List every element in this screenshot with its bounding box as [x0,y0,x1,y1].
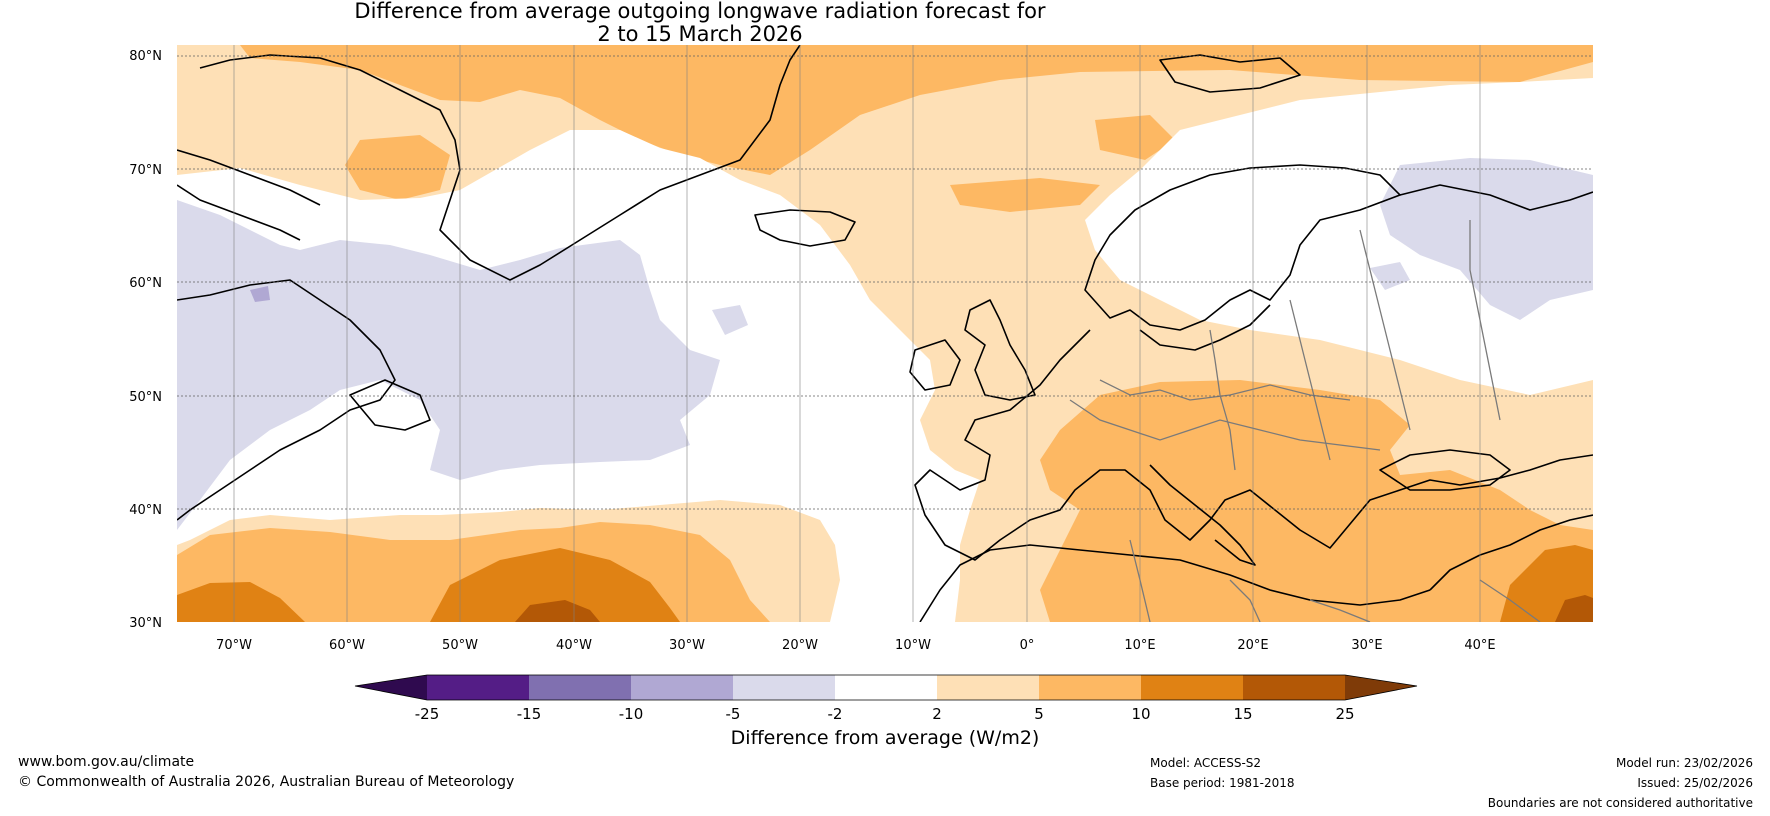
model-run-text: Model run: 23/02/2026 [1615,756,1753,770]
lon-label: 40°W [556,638,592,653]
colorbar-bin [1039,675,1141,700]
latitude-labels: 80°N 70°N 60°N 50°N 40°N 30°N [129,49,162,631]
map-title-line2: 2 to 15 March 2026 [597,22,803,46]
colorbar-tick: 25 [1335,705,1354,723]
anomaly-region-negative [1370,262,1410,290]
model-text: Model: ACCESS-S2 [1150,756,1262,770]
colorbar-tick: 10 [1131,705,1150,723]
coastline-labrador [177,279,396,521]
lon-label: 0° [1020,638,1035,653]
website-link[interactable]: www.bom.gov.au/climate [18,754,195,770]
lon-label: 20°W [782,638,818,653]
map-title-line1: Difference from average outgoing longwav… [354,0,1046,23]
coastline-greenland [199,45,801,281]
colorbar-tick: -5 [726,705,741,723]
coastline-svalbard [1159,54,1301,93]
lon-label: 30°E [1351,638,1382,653]
anomaly-region-negative [177,200,720,530]
anomaly-region-strong-positive [430,548,680,622]
coastline-north-russia [1399,184,1593,211]
coastline-black-sea [1379,449,1511,491]
colorbar-bin [937,675,1039,700]
issued-text: Issued: 25/02/2026 [1637,776,1753,790]
coastline-scandinavia [1084,164,1401,331]
colorbar-bin [631,675,733,700]
coastline-east-med [1429,514,1593,591]
anomaly-region-positive [345,135,450,200]
map-frame [177,45,1593,622]
colorbar: -25 -15 -10 -5 -2 2 5 10 15 25 [354,674,1418,723]
colorbar-bin [427,675,529,700]
longitude-labels: 70°W 60°W 50°W 40°W 30°W 20°W 10°W 0° 10… [216,638,1496,653]
coastline-italy [1149,464,1256,566]
colorbar-bin [733,675,835,700]
lon-label: 10°W [895,638,931,653]
anomaly-region-negative [1380,158,1593,320]
coastline-great-britain [964,299,1036,401]
lon-label: 10°E [1124,638,1155,653]
parallels [177,55,1593,510]
lat-label: 80°N [129,49,162,64]
colorbar-tick: -25 [415,705,440,723]
lat-label: 30°N [129,616,162,631]
lon-label: 60°W [329,638,365,653]
lon-label: 50°W [442,638,478,653]
anomaly-region-moderate-negative [250,286,270,302]
lat-label: 60°N [129,276,162,291]
lon-label: 30°W [669,638,705,653]
anomaly-region-strong-positive [177,582,305,622]
coastline-western-europe [914,329,1593,561]
lon-label: 70°W [216,638,252,653]
coastline-ireland [909,339,961,391]
colorbar-tick: -10 [619,705,644,723]
anomaly-region-negative [712,305,748,335]
colorbar-label: Difference from average (W/m2) [730,727,1040,749]
anomaly-region-positive [1095,115,1175,160]
coastline-iceland [754,209,856,247]
colorbar-outline [354,674,1418,701]
lat-label: 40°N [129,503,162,518]
coastline-north-africa [919,544,1431,622]
colorbar-tick: -2 [828,705,843,723]
colorbar-tick: 15 [1233,705,1252,723]
anomaly-region-positive [1040,380,1593,622]
anomaly-region-very-strong-positive [1555,595,1593,622]
colorbar-bin [1141,675,1243,700]
base-period-text: Base period: 1981-2018 [1150,776,1295,790]
colorbar-extend-above [1345,675,1417,700]
lon-label: 20°E [1237,638,1268,653]
colorbar-bin [835,675,937,700]
anomaly-region-positive [950,178,1100,212]
lat-label: 70°N [129,163,162,178]
colorbar-tick: -15 [517,705,542,723]
coastline-baffin [177,149,321,241]
coastline-newfoundland [349,379,431,431]
coastlines [177,45,1593,622]
disclaimer-text: Boundaries are not considered authoritat… [1487,796,1753,810]
colorbar-tick: 5 [1034,705,1044,723]
copyright-text: © Commonwealth of Australia 2026, Austra… [18,774,515,790]
colorbar-bin [529,675,631,700]
coastline-baltic [1139,304,1271,351]
anomaly-region-very-strong-positive [515,600,600,622]
anomaly-region-positive [240,45,1593,175]
colorbar-tick: 2 [932,705,942,723]
colorbar-bin [1243,675,1345,700]
lat-label: 50°N [129,390,162,405]
anomaly-region-neutral [1085,78,1593,395]
graticule [233,45,1481,622]
colorbar-extend-below [355,675,427,700]
lon-label: 40°E [1464,638,1495,653]
